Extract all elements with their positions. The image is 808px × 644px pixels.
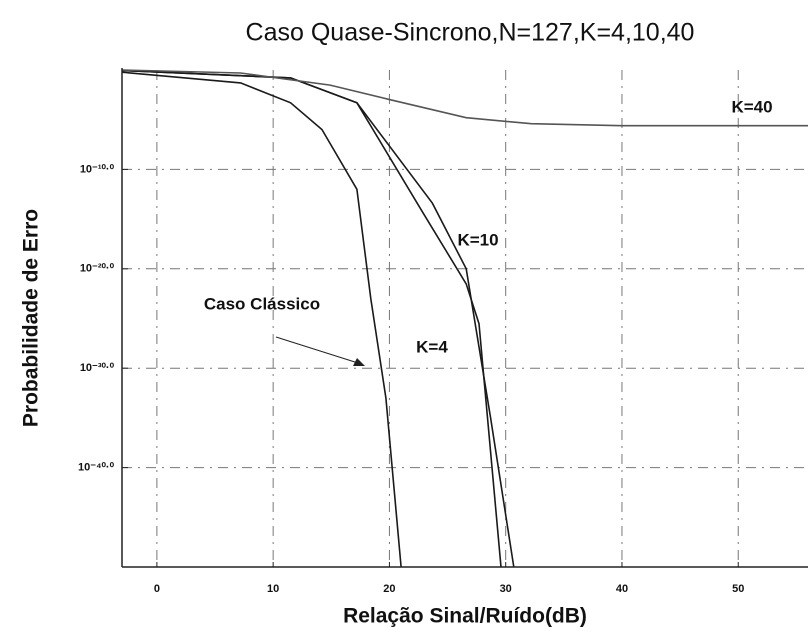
lines xyxy=(121,69,808,568)
annotation-arrow xyxy=(275,336,359,364)
grid: 0 10 20 30 40 50 10⁻¹⁰·⁰ 10⁻²⁰·⁰ 10⁻³⁰·⁰ 10⁻⁴⁰·⁰ xyxy=(78,70,808,595)
y-tick-label: 10⁻³⁰·⁰ xyxy=(80,362,115,374)
series-line xyxy=(121,69,808,127)
x-axis-label: Relação Sinal/Ruído(dB) xyxy=(343,605,587,628)
annotation: Caso Clássico xyxy=(204,294,320,313)
series-line xyxy=(121,69,515,568)
y-tick-label: 10⁻⁴⁰·⁰ xyxy=(78,462,115,474)
series-line xyxy=(121,71,402,568)
annotation: K=4 xyxy=(416,337,448,356)
x-tick-label: 10 xyxy=(267,583,279,595)
y-axis-label: Probabilidade de Erro xyxy=(20,209,43,427)
x-tick-label: 0 xyxy=(154,583,160,595)
y-tick-label: 10⁻¹⁰·⁰ xyxy=(80,163,115,175)
x-tick-label: 50 xyxy=(732,583,744,595)
x-tick-label: 40 xyxy=(616,583,628,595)
chart-title: Caso Quase-Sincrono,N=127,K=4,10,40 xyxy=(246,19,695,47)
x-tick-label: 30 xyxy=(500,583,512,595)
arrow-head xyxy=(353,358,365,366)
x-tick-label: 20 xyxy=(383,583,395,595)
y-tick-label: 10⁻²⁰·⁰ xyxy=(80,263,115,275)
annotation: K=40 xyxy=(731,97,772,116)
annotation: K=10 xyxy=(457,230,498,249)
